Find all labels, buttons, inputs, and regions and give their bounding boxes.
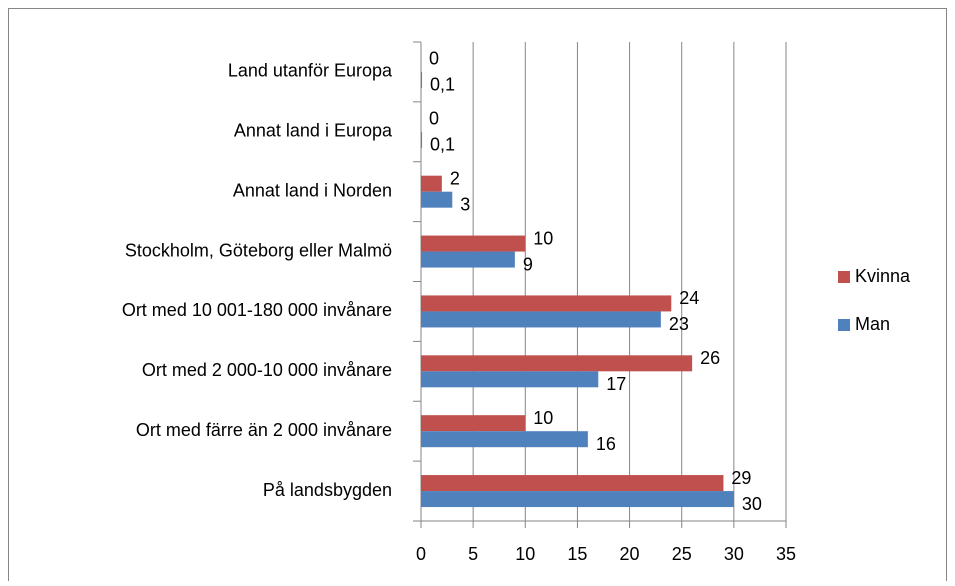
x-tick-label: 35 xyxy=(776,544,796,564)
legend-label: Kvinna xyxy=(855,266,911,286)
x-tick-label: 30 xyxy=(724,544,744,564)
bar xyxy=(421,235,526,252)
data-label: 23 xyxy=(669,314,689,334)
bar xyxy=(421,491,734,508)
data-label: 17 xyxy=(606,374,626,394)
data-label: 29 xyxy=(731,468,751,488)
y-tick-label: Ort med färre än 2 000 invånare xyxy=(136,420,392,440)
x-tick-label: 20 xyxy=(620,544,640,564)
bar xyxy=(421,191,453,208)
data-label: 2 xyxy=(450,168,460,188)
y-tick-label: Annat land i Europa xyxy=(234,121,393,141)
bar xyxy=(421,71,423,88)
bar xyxy=(421,311,661,328)
legend-swatch xyxy=(838,271,850,283)
bar xyxy=(421,251,515,268)
y-tick-label: Land utanför Europa xyxy=(228,61,393,81)
bar xyxy=(421,175,442,192)
x-tick-label: 5 xyxy=(468,544,478,564)
bar xyxy=(421,131,423,148)
bar xyxy=(421,415,526,432)
y-tick-label: På landsbygden xyxy=(263,480,392,500)
y-tick-label: Ort med 2 000-10 000 invånare xyxy=(142,360,392,380)
data-label: 10 xyxy=(533,408,553,428)
data-label: 0 xyxy=(429,49,439,69)
data-label: 16 xyxy=(596,434,616,454)
y-tick-label: Stockholm, Göteborg eller Malmö xyxy=(125,240,392,260)
data-label: 0,1 xyxy=(430,135,455,155)
data-label: 0 xyxy=(429,109,439,129)
bar xyxy=(421,475,724,492)
legend-label: Man xyxy=(855,314,890,334)
data-label: 10 xyxy=(533,228,553,248)
data-label: 9 xyxy=(523,254,533,274)
x-tick-label: 0 xyxy=(416,544,426,564)
x-tick-label: 25 xyxy=(672,544,692,564)
data-label: 26 xyxy=(700,348,720,368)
x-tick-label: 15 xyxy=(567,544,587,564)
bar xyxy=(421,431,588,448)
data-label: 3 xyxy=(460,194,470,214)
data-label: 0,1 xyxy=(430,75,455,95)
bar xyxy=(421,295,672,312)
legend-swatch xyxy=(838,319,850,331)
bar xyxy=(421,371,599,388)
data-label: 24 xyxy=(679,288,699,308)
bar xyxy=(421,355,693,372)
x-tick-label: 10 xyxy=(515,544,535,564)
y-tick-label: Ort med 10 001-180 000 invånare xyxy=(122,300,392,320)
data-label: 30 xyxy=(742,494,762,514)
y-tick-label: Annat land i Norden xyxy=(233,180,392,200)
